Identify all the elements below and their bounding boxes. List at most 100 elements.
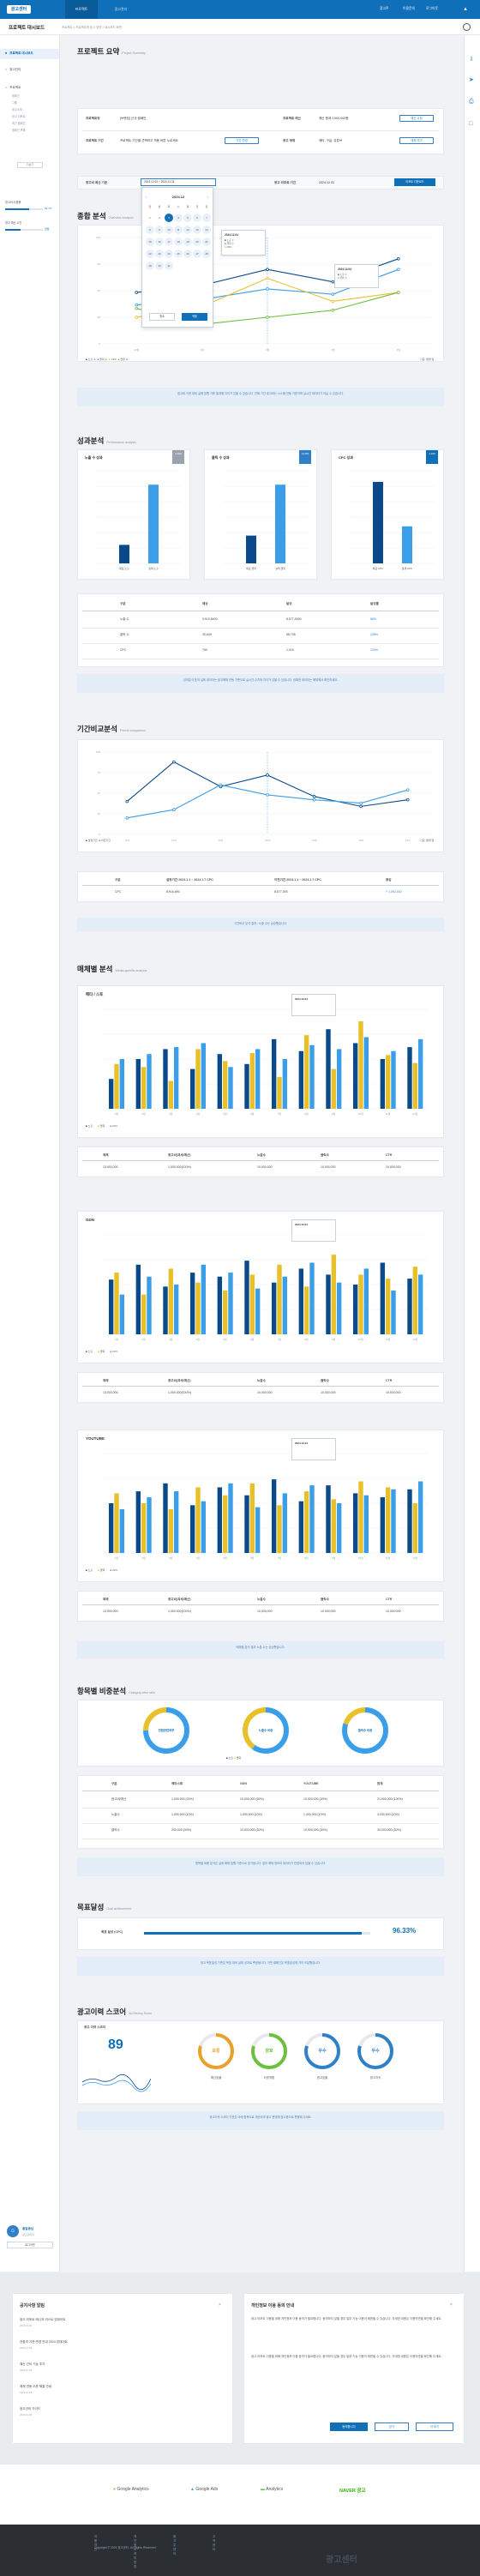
- media-bar[interactable]: [244, 1063, 249, 1109]
- calendar-day[interactable]: 8: [146, 226, 154, 234]
- media-bar[interactable]: [189, 1068, 195, 1109]
- perf-bar[interactable]: [246, 535, 256, 563]
- sidebar-item-dashboard[interactable]: ■ 프로젝트 대시보드: [5, 51, 33, 55]
- footer-link[interactable]: 이용약관: [94, 2535, 98, 2551]
- media-bar[interactable]: [147, 1497, 152, 1553]
- media-bar[interactable]: [173, 1285, 179, 1334]
- media-bar[interactable]: [255, 1507, 261, 1553]
- date-range-input[interactable]: 2024.12.03 ~ 2024.12.31: [141, 178, 216, 186]
- media-bar[interactable]: [114, 1493, 119, 1553]
- data-point[interactable]: [331, 308, 335, 312]
- media-bar[interactable]: [277, 1076, 282, 1109]
- header-link-advertiser[interactable]: 광고주: [380, 7, 389, 10]
- media-bar[interactable]: [249, 1274, 255, 1334]
- calendar-day[interactable]: 18: [174, 238, 183, 246]
- media-bar[interactable]: [217, 1054, 223, 1109]
- calendar-day[interactable]: 17: [165, 238, 173, 246]
- media-bar[interactable]: [358, 1481, 363, 1553]
- media-bar[interactable]: [380, 1059, 386, 1109]
- notice-item[interactable]: 매체 연동 오류 해결 안내: [20, 2385, 52, 2388]
- media-bar[interactable]: [309, 1262, 315, 1334]
- media-bar[interactable]: [217, 1487, 223, 1553]
- media-bar[interactable]: [163, 1483, 168, 1553]
- data-point[interactable]: [135, 291, 138, 294]
- calendar-day[interactable]: 30: [155, 262, 164, 270]
- media-bar[interactable]: [277, 1264, 282, 1334]
- media-bar[interactable]: [271, 1038, 277, 1109]
- calendar-day[interactable]: 16: [155, 238, 164, 246]
- sidebar-sub-recent[interactable]: 최근 캠페인: [12, 122, 26, 125]
- media-bar[interactable]: [189, 1273, 195, 1334]
- media-bar[interactable]: [271, 1282, 277, 1334]
- tab-ad-manage[interactable]: 광고관리: [114, 7, 128, 11]
- calendar-day[interactable]: 9: [155, 226, 164, 234]
- media-bar[interactable]: [228, 1273, 233, 1334]
- media-bar[interactable]: [282, 1059, 288, 1109]
- data-point[interactable]: [219, 783, 223, 787]
- media-bar[interactable]: [331, 1255, 337, 1334]
- media-bar[interactable]: [380, 1497, 386, 1553]
- media-bar[interactable]: [417, 1481, 423, 1553]
- media-bar[interactable]: [271, 1479, 277, 1553]
- data-point[interactable]: [331, 299, 335, 304]
- tab-project[interactable]: 프로젝트: [65, 0, 98, 19]
- media-bar[interactable]: [201, 1501, 207, 1553]
- data-point[interactable]: [125, 816, 129, 820]
- media-bar[interactable]: [114, 1063, 119, 1109]
- sidebar-sub-group[interactable]: 그룹: [12, 101, 17, 105]
- media-bar[interactable]: [195, 1282, 201, 1334]
- media-bar[interactable]: [244, 1495, 249, 1553]
- media-bar[interactable]: [352, 1043, 358, 1109]
- data-point[interactable]: [396, 256, 400, 261]
- media-bar[interactable]: [380, 1262, 386, 1334]
- calendar-day[interactable]: 6: [193, 214, 201, 222]
- media-bar[interactable]: [277, 1505, 282, 1553]
- data-point[interactable]: [359, 801, 363, 805]
- data-point[interactable]: [135, 306, 138, 310]
- media-bar[interactable]: [298, 1501, 304, 1553]
- media-bar[interactable]: [147, 1054, 152, 1109]
- media-bar[interactable]: [298, 1050, 304, 1109]
- notice-item[interactable]: 예산 관리 기능 추가: [20, 2362, 45, 2366]
- media-bar[interactable]: [336, 1282, 342, 1334]
- media-bar[interactable]: [298, 1268, 304, 1334]
- calendar-day[interactable]: 28: [202, 250, 211, 258]
- data-point[interactable]: [172, 808, 176, 811]
- calendar-day[interactable]: 23: [155, 250, 164, 258]
- notice-item[interactable]: 전환의 기준 변경 안내 2024 업데이트: [20, 2340, 68, 2344]
- data-point[interactable]: [172, 760, 176, 764]
- notice-item[interactable]: 광고관리 가이드: [20, 2407, 41, 2410]
- media-bar[interactable]: [385, 1055, 391, 1109]
- media-bar[interactable]: [108, 1503, 114, 1553]
- media-bar[interactable]: [244, 1261, 249, 1334]
- media-bar[interactable]: [173, 1047, 179, 1109]
- media-bar[interactable]: [135, 1264, 141, 1334]
- brand-logo[interactable]: 광고센터: [7, 5, 31, 14]
- data-point[interactable]: [266, 316, 269, 319]
- logout-button[interactable]: 로그아웃: [7, 2242, 53, 2248]
- calendar-day[interactable]: 24: [165, 250, 173, 258]
- media-bar[interactable]: [352, 1493, 358, 1553]
- consent-agree-button[interactable]: 동의합니다: [330, 2423, 368, 2431]
- calendar-day[interactable]: 5: [183, 214, 192, 222]
- media-bar[interactable]: [201, 1043, 207, 1109]
- calendar-day[interactable]: 11: [174, 226, 183, 234]
- sidebar-sub-list[interactable]: 캠페인 목록: [12, 129, 26, 132]
- calendar-day[interactable]: 14: [202, 226, 211, 234]
- media-bar[interactable]: [303, 1491, 309, 1553]
- header-link-contact[interactable]: 이용문의: [403, 7, 415, 10]
- consent-close-button[interactable]: 닫기: [375, 2423, 409, 2431]
- media-bar[interactable]: [201, 1264, 207, 1334]
- media-bar[interactable]: [417, 1038, 423, 1109]
- media-bar[interactable]: [222, 1495, 228, 1553]
- media-bar[interactable]: [326, 1485, 331, 1553]
- media-bar[interactable]: [119, 1059, 125, 1109]
- calendar-day[interactable]: 27: [193, 250, 201, 258]
- data-point[interactable]: [266, 287, 269, 291]
- media-bar[interactable]: [228, 1067, 233, 1109]
- media-bar[interactable]: [147, 1276, 152, 1334]
- calendar-day[interactable]: 1: [149, 216, 151, 220]
- data-point[interactable]: [135, 303, 138, 307]
- media-bar[interactable]: [358, 1020, 363, 1109]
- data-point[interactable]: [359, 804, 363, 809]
